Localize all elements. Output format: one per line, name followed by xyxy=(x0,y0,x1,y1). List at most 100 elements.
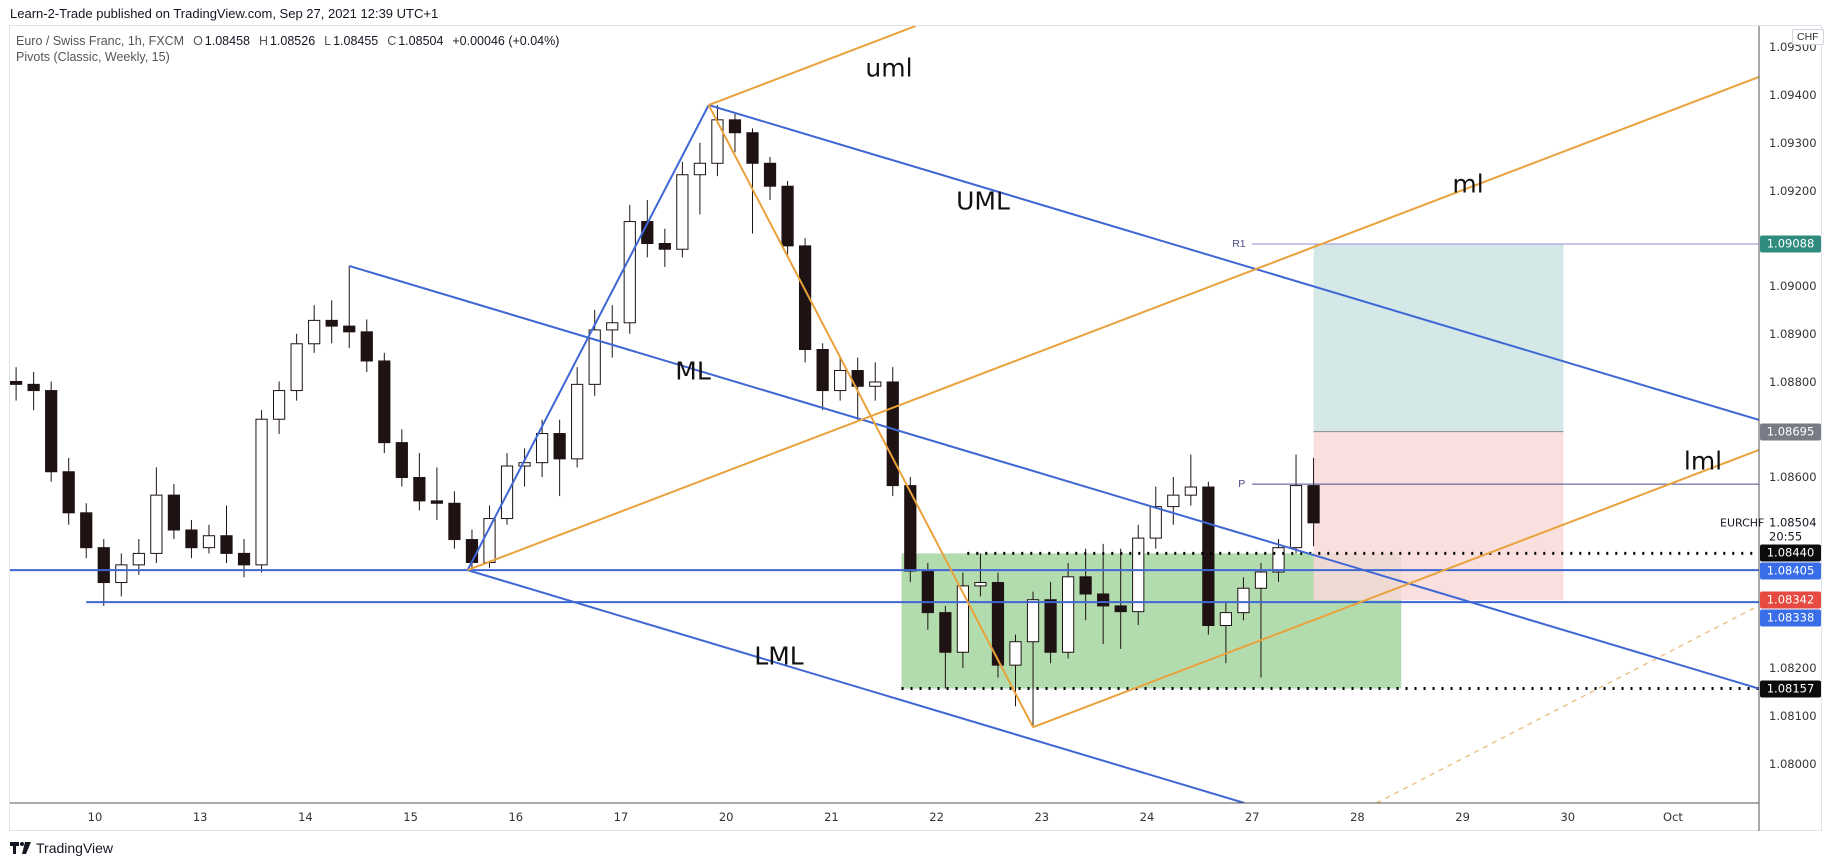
candle xyxy=(80,503,93,559)
candle-body xyxy=(1149,506,1162,539)
open-label: O xyxy=(193,34,203,48)
candle xyxy=(255,410,268,573)
blue-pitchfork-upper-line xyxy=(708,104,1759,421)
candle-body xyxy=(1289,485,1303,549)
logo-text: TradingView xyxy=(36,840,114,856)
candle-body xyxy=(711,119,724,164)
horizontal-line-price-label: 1.08405 xyxy=(1760,562,1821,580)
candle-body xyxy=(272,390,286,420)
candle xyxy=(834,357,847,401)
candle-body xyxy=(571,383,584,460)
candle-body xyxy=(27,383,40,392)
tradingview-logo[interactable]: TradingView xyxy=(10,840,113,856)
candle-body xyxy=(1061,576,1075,653)
time-tick-label: 15 xyxy=(403,810,418,824)
candle-body xyxy=(1254,571,1268,589)
candle-body xyxy=(1272,547,1285,573)
candle xyxy=(535,419,549,477)
pitchfork-orange-median-label: ml xyxy=(1452,169,1484,199)
candle-body xyxy=(448,502,461,541)
dashed-trend-line xyxy=(1376,604,1759,803)
candle xyxy=(746,128,759,234)
candle xyxy=(1149,486,1162,549)
symbol-label: EURCHF xyxy=(1720,516,1765,530)
candle-body xyxy=(921,570,934,614)
time-tick-label: 16 xyxy=(508,810,524,824)
candle-body xyxy=(535,433,549,464)
candle xyxy=(62,457,75,525)
time-tick-label: 14 xyxy=(298,810,313,824)
candle xyxy=(202,524,216,554)
pivot-label-p: P xyxy=(1238,478,1246,491)
candle-body xyxy=(413,476,426,502)
candle xyxy=(641,200,654,258)
candle xyxy=(308,305,321,353)
candle xyxy=(763,157,777,201)
candle-body xyxy=(10,381,23,385)
price-tick-label: 1.08900 xyxy=(1769,326,1817,341)
candle xyxy=(869,362,882,401)
candle-body xyxy=(80,512,93,549)
blue-pitchfork-median-line xyxy=(348,264,1759,690)
pitchfork-orange-upper-label: uml xyxy=(865,53,913,83)
candle-body xyxy=(343,325,356,333)
candle xyxy=(27,371,40,411)
candle xyxy=(728,114,742,153)
close-label: C xyxy=(387,34,397,48)
pitchfork-blue-lower-label: LML xyxy=(754,641,804,671)
candle-body xyxy=(1307,485,1320,524)
candle-body xyxy=(1044,599,1057,653)
chart-panel[interactable] xyxy=(9,25,1822,831)
tradingview-logo-icon xyxy=(10,842,31,854)
candle-body xyxy=(1237,587,1250,614)
zone-top-price-label: 1.08440 xyxy=(1760,544,1821,562)
orange-pitchfork-median-line xyxy=(467,76,1759,572)
candle xyxy=(1184,454,1197,506)
candle-body xyxy=(220,535,233,554)
candle xyxy=(167,484,181,540)
candle xyxy=(360,319,373,372)
candle-body xyxy=(360,331,373,362)
candle-body xyxy=(1184,486,1197,496)
candle-body xyxy=(1219,612,1233,627)
candle-body xyxy=(430,500,444,504)
candle xyxy=(395,429,408,487)
candle xyxy=(798,238,812,363)
pitchfork-blue-upper-label: UML xyxy=(956,186,1010,216)
candle-body xyxy=(606,322,619,331)
candle-body xyxy=(483,518,496,563)
price-tick-label: 1.08100 xyxy=(1769,708,1817,723)
candle-body xyxy=(290,343,303,392)
candle xyxy=(413,453,426,511)
price-tick-label: 1.09000 xyxy=(1769,279,1817,293)
candle xyxy=(220,505,233,563)
candle-body xyxy=(150,494,163,554)
candle xyxy=(500,453,514,525)
candle-body xyxy=(465,539,479,563)
candle xyxy=(1272,539,1285,583)
candle-body xyxy=(886,381,899,487)
candle xyxy=(1167,477,1180,525)
candle xyxy=(272,381,286,435)
candle xyxy=(115,553,128,597)
candle-body xyxy=(97,547,110,584)
target-price-label: 1.09088 xyxy=(1760,235,1821,253)
time-tick-label: 22 xyxy=(929,810,944,824)
pitchfork-orange-lower-label: lml xyxy=(1683,446,1723,476)
candle xyxy=(553,419,566,497)
indicator-legend[interactable]: Pivots (Classic, Weekly, 15) xyxy=(16,50,170,64)
candle-body xyxy=(1097,593,1110,607)
candle xyxy=(693,142,707,215)
candle xyxy=(237,539,251,578)
candle xyxy=(343,265,356,349)
currency-button[interactable]: CHF xyxy=(1792,29,1824,45)
time-tick-label: 27 xyxy=(1244,810,1260,824)
time-tick-label: 29 xyxy=(1455,810,1470,824)
candle xyxy=(465,529,479,571)
candle-body xyxy=(553,433,566,460)
pivot-label-r1: R1 xyxy=(1232,237,1246,250)
candle xyxy=(676,161,689,258)
price-tick-label: 1.09200 xyxy=(1769,183,1817,198)
time-tick-label: 13 xyxy=(192,810,208,824)
